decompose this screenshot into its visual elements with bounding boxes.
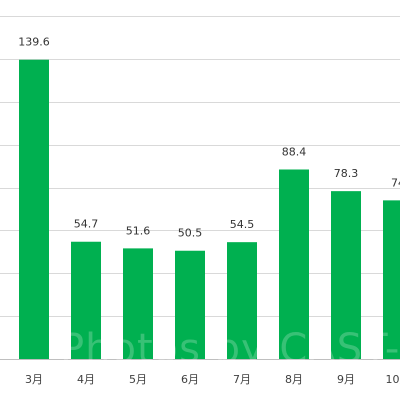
x-tick-label: 10月: [386, 373, 400, 386]
gridlines: [0, 16, 400, 317]
data-label: 51.6: [126, 224, 151, 237]
data-labels: 139.6 54.7 51.6 50.5 54.5 88.4 78.3 74: [18, 36, 400, 240]
data-label: 78.3: [334, 167, 359, 180]
bar: [123, 248, 153, 359]
x-tick-label: 4月: [77, 373, 95, 386]
bar: [279, 169, 309, 359]
x-tick-label: 8月: [285, 373, 303, 386]
data-label: 54.5: [230, 218, 255, 231]
data-label: 74: [391, 176, 400, 189]
bar: [227, 242, 257, 359]
data-label: 50.5: [178, 227, 203, 240]
x-tick-label: 7月: [233, 373, 251, 386]
x-tick-label: 9月: [337, 373, 355, 386]
x-axis-tick-labels: 3月 4月 5月 6月 7月 8月 9月 10月: [25, 373, 400, 386]
x-tick-label: 5月: [129, 373, 147, 386]
x-tick-label: 3月: [25, 373, 43, 386]
x-tick-label: 6月: [181, 373, 199, 386]
bar: [175, 250, 205, 359]
bar: [19, 59, 49, 360]
bar: [383, 200, 400, 359]
watermark-text: Photos by CAST-L: [60, 326, 400, 372]
data-label: 88.4: [282, 145, 307, 158]
data-label: 139.6: [18, 36, 50, 49]
bar: [71, 241, 101, 359]
bars: [19, 59, 400, 360]
data-label: 54.7: [74, 218, 99, 231]
bar: [331, 191, 361, 359]
